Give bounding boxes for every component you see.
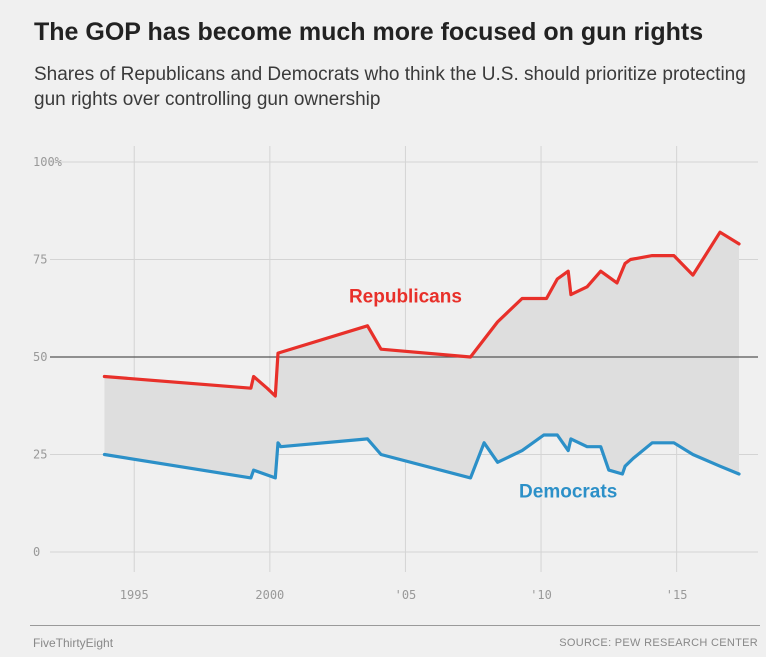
series-line-republicans bbox=[102, 230, 741, 398]
x-axis-tick-labels: 1995 2000 '05 '10 '15 bbox=[120, 588, 688, 602]
series-label-democrats: Democrats bbox=[519, 481, 617, 502]
y-tick-label-75: 75 bbox=[33, 253, 47, 267]
footer-source: SOURCE: PEW RESEARCH CENTER bbox=[559, 637, 758, 649]
footer-brand: FiveThirtyEight bbox=[33, 636, 114, 650]
y-tick-label-0: 0 bbox=[33, 545, 40, 559]
chart-subtitle: Shares of Republicans and Democrats who … bbox=[34, 64, 746, 110]
y-tick-label-50: 50 bbox=[33, 350, 47, 364]
y-tick-label-25: 25 bbox=[33, 448, 47, 462]
series-labels: Republicans Democrats bbox=[349, 286, 617, 502]
y-axis-tick-labels: 0 25 50 75 100% bbox=[33, 155, 63, 559]
x-tick-label-1995: 1995 bbox=[120, 588, 149, 602]
y-tick-label-100: 100% bbox=[33, 155, 63, 169]
x-tick-label-2000: 2000 bbox=[255, 588, 284, 602]
series-label-republicans: Republicans bbox=[349, 286, 462, 307]
chart-title: The GOP has become much more focused on … bbox=[34, 18, 704, 46]
x-tick-label-2010: '10 bbox=[530, 588, 552, 602]
shaded-gap-area bbox=[104, 232, 740, 478]
series-line-democrats bbox=[102, 433, 741, 480]
footer-divider bbox=[30, 625, 760, 626]
gap-area bbox=[104, 232, 740, 478]
x-tick-label-2015: '15 bbox=[666, 588, 688, 602]
x-tick-label-2005: '05 bbox=[395, 588, 417, 602]
series-lines bbox=[102, 230, 741, 480]
